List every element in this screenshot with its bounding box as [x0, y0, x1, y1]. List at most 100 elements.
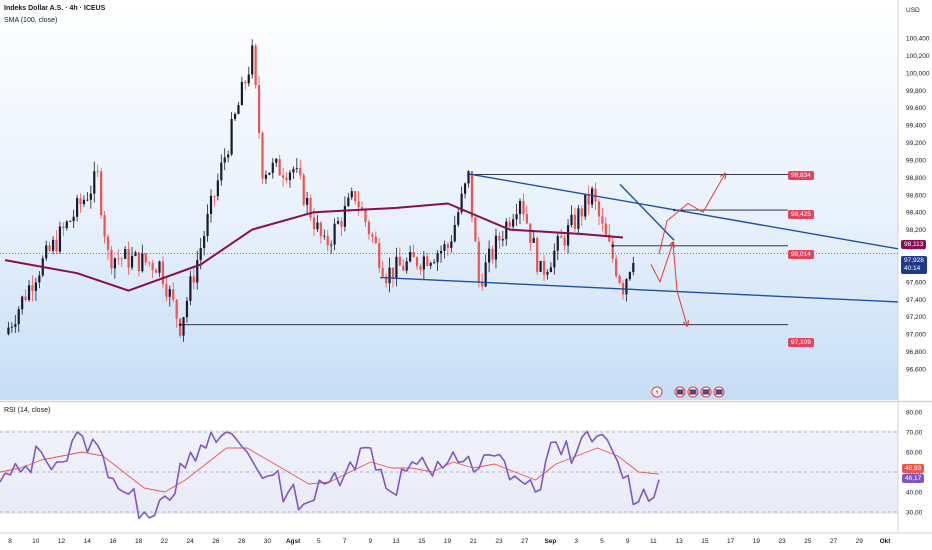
time-tick-label: 21	[470, 538, 478, 545]
candle-body	[536, 238, 539, 272]
candle-body	[254, 45, 257, 86]
price-tick-label: 99,600	[906, 105, 926, 112]
bounce-projection-arrow[interactable]	[650, 243, 673, 284]
time-tick-label: 27	[830, 538, 838, 545]
time-tick-label: 13	[392, 538, 400, 545]
candle-body	[27, 285, 31, 300]
candle-body	[494, 235, 498, 260]
candle-body	[398, 256, 401, 266]
candle-body	[343, 206, 346, 227]
time-tick-label: 12	[58, 538, 66, 545]
candle-body	[278, 158, 281, 176]
last-price-tag: 97,928 40:14	[901, 256, 927, 274]
level-anchor-point[interactable]	[611, 244, 614, 248]
candle-body	[608, 234, 611, 242]
price-tick-label: 100,000	[906, 70, 930, 77]
candle-body	[498, 235, 501, 241]
candle-body	[175, 299, 178, 319]
candle-body	[381, 267, 384, 277]
rsi-legend[interactable]: RSI (14, close)	[4, 407, 51, 414]
level-tag-98834[interactable]: 98,834	[788, 171, 814, 180]
candle-body	[45, 245, 48, 259]
candle-body	[488, 248, 491, 263]
candle-body	[611, 241, 614, 259]
candle-body	[312, 217, 316, 230]
candle-body	[306, 198, 309, 205]
candle-body	[505, 221, 508, 240]
sma-100-line[interactable]	[4, 202, 624, 292]
candle-body	[333, 223, 336, 245]
candle-body	[491, 248, 494, 260]
candle-body	[457, 212, 460, 225]
sma-legend[interactable]: SMA (100, close)	[4, 17, 58, 24]
candle-body	[563, 237, 566, 246]
candle-body	[484, 262, 487, 287]
symbol-title[interactable]: Indeks Dollar A.S. · 4h · ICEUS	[4, 5, 106, 12]
candle-body	[594, 188, 597, 202]
candle-body	[130, 255, 134, 268]
time-tick-label: 13	[676, 538, 684, 545]
last-price-value: 97,928	[904, 257, 924, 264]
candle-body	[292, 168, 295, 173]
candle-body	[378, 243, 381, 268]
candle-body	[549, 267, 552, 273]
candle-body	[556, 236, 559, 251]
sma-line	[4, 202, 624, 292]
candle-body	[467, 171, 470, 184]
time-tick-label: 29	[856, 538, 864, 545]
candle-body	[539, 261, 542, 272]
rsi-line[interactable]	[0, 430, 660, 520]
sma-price-tag: 98,113	[901, 240, 927, 249]
candle-body	[72, 216, 75, 222]
candle-body	[179, 318, 182, 336]
candle-body	[185, 300, 189, 318]
candle-body	[165, 284, 168, 297]
candle-body	[501, 239, 504, 241]
candle-body	[268, 172, 271, 175]
candle-body	[625, 279, 628, 295]
candle-body	[525, 214, 528, 224]
candle-body	[14, 324, 17, 327]
event-icons[interactable]	[651, 386, 725, 398]
candle-body	[65, 221, 68, 229]
lower-trendline[interactable]	[380, 276, 899, 303]
candle-body	[474, 217, 477, 242]
candle-body	[182, 317, 185, 336]
candle-body	[209, 195, 213, 214]
candle-body	[295, 167, 298, 169]
candle-body	[237, 105, 240, 115]
time-tick-label: 24	[187, 538, 195, 545]
bearish-projection-arrow[interactable]	[672, 242, 687, 326]
candle-body	[288, 172, 292, 181]
bullish-projection-arrow[interactable]	[658, 174, 725, 255]
candle-body	[233, 114, 237, 119]
upper-trendline[interactable]	[468, 173, 899, 250]
candle-body	[302, 175, 305, 205]
time-tick-label: 25	[804, 538, 812, 545]
price-tick-label: 97,000	[906, 332, 926, 339]
level-tag-98425[interactable]: 98,425	[788, 210, 814, 219]
candle-body	[24, 296, 27, 300]
price-tick-label: 97,400	[906, 297, 926, 304]
candle-body	[106, 236, 110, 250]
level-tag-98014[interactable]: 98,014	[788, 250, 814, 259]
candle-body	[391, 267, 395, 279]
candle-body	[247, 74, 250, 84]
lightning-glyph-icon	[655, 388, 659, 396]
level-tag-97109[interactable]: 97,109	[788, 338, 814, 347]
us-flag-glyph-icon-3	[702, 389, 710, 395]
candle-body	[632, 263, 635, 273]
candle-body	[580, 208, 583, 217]
candle-body	[326, 235, 329, 246]
price-axis: 100,400 100,200 100,000 99,800 99,600 99,400 9…	[906, 36, 930, 374]
level-anchor-point[interactable]	[178, 323, 182, 326]
price-tick-label: 100,200	[906, 53, 930, 60]
drawings	[178, 173, 899, 326]
candle-body	[532, 238, 535, 243]
us-flag-glyph-icon-4	[715, 389, 723, 395]
price-tick-label: 96,600	[906, 367, 926, 374]
candle-body	[196, 260, 199, 283]
time-tick-label: 17	[727, 538, 735, 545]
price-tick-label: 99,400	[906, 123, 926, 130]
